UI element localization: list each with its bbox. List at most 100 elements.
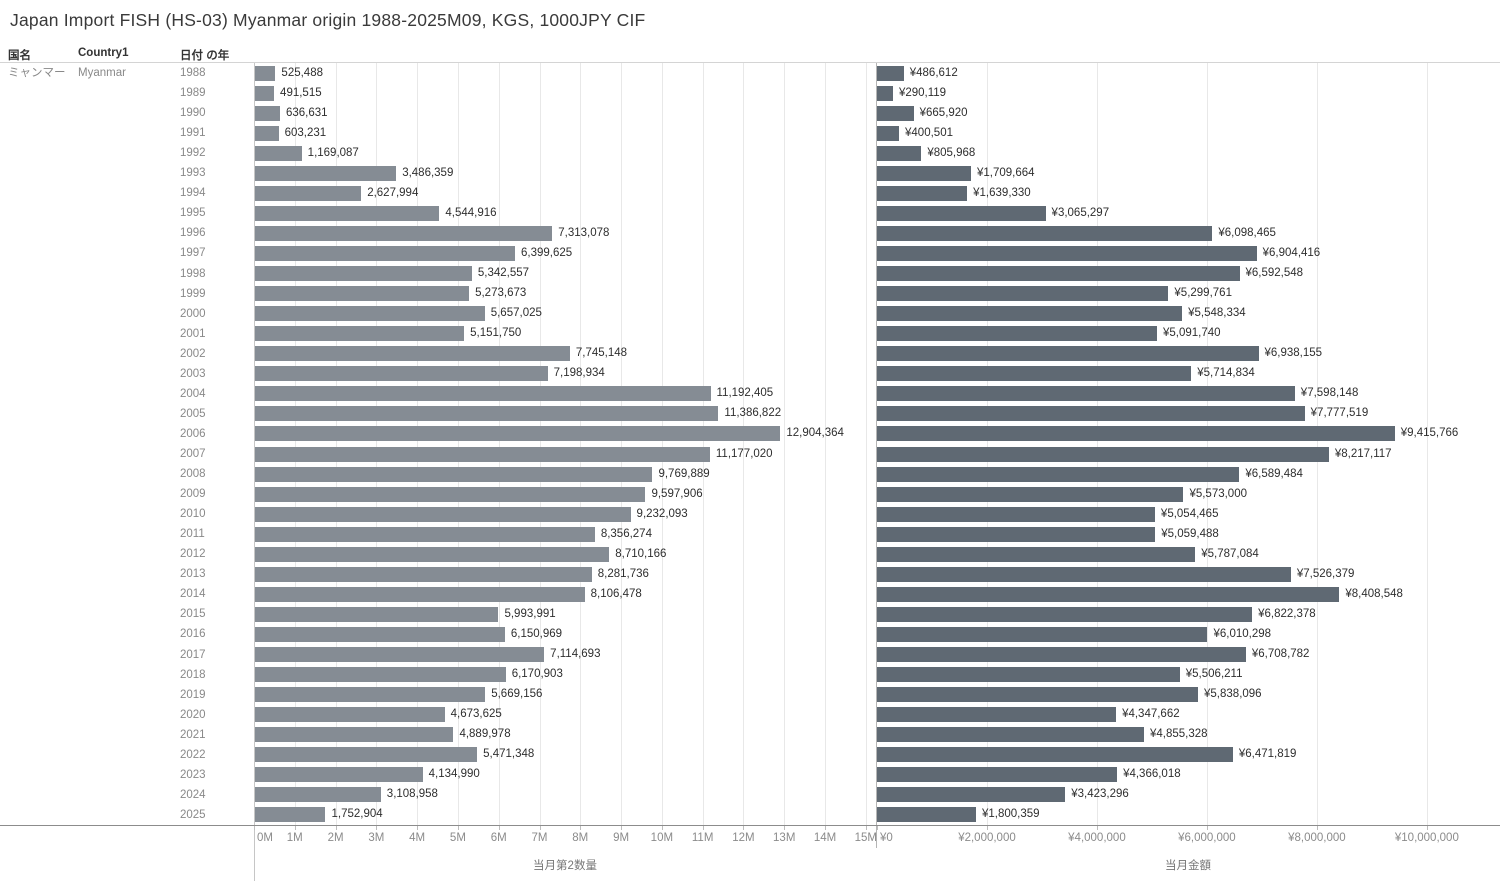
quantity-bar[interactable] — [254, 266, 472, 282]
amount-bar[interactable] — [877, 627, 1208, 642]
amount-bar[interactable] — [877, 667, 1180, 683]
amount-bar[interactable] — [877, 606, 1253, 622]
quantity-bar-value-label: 7,745,148 — [575, 347, 628, 360]
quantity-bar[interactable] — [254, 566, 592, 582]
amount-bar-value-label: ¥5,714,834 — [1197, 367, 1255, 380]
quantity-bar[interactable] — [254, 85, 275, 101]
amount-bar[interactable] — [877, 205, 1046, 221]
quantity-bar-value-label: 11,177,020 — [715, 447, 773, 460]
amount-bar[interactable] — [877, 225, 1213, 241]
amount-bar[interactable] — [877, 246, 1257, 261]
amount-bar[interactable] — [877, 346, 1259, 362]
axis-tick-label: 0M — [257, 832, 273, 844]
quantity-bar[interactable] — [254, 526, 595, 542]
amount-bar[interactable] — [877, 165, 971, 181]
quantity-bar[interactable] — [254, 586, 585, 602]
quantity-bar[interactable] — [254, 647, 545, 663]
amount-bar-value-label: ¥4,347,662 — [1122, 708, 1180, 721]
amount-bar[interactable] — [877, 807, 976, 823]
quantity-bar[interactable] — [254, 807, 326, 823]
amount-bar[interactable] — [877, 446, 1329, 462]
amount-bar[interactable] — [877, 566, 1291, 582]
amount-bar-value-label: ¥6,938,155 — [1264, 347, 1323, 360]
quantity-bar[interactable] — [254, 205, 440, 221]
amount-bar[interactable] — [877, 767, 1118, 783]
axis-tick — [702, 826, 704, 830]
amount-bar[interactable] — [877, 647, 1246, 663]
amount-bar[interactable] — [877, 526, 1156, 542]
amount-bar[interactable] — [877, 747, 1233, 763]
amount-bar[interactable] — [877, 386, 1295, 402]
quantity-bar[interactable] — [254, 306, 485, 322]
quantity-bar-value-label: 11,386,822 — [724, 407, 782, 420]
amount-bar[interactable] — [877, 727, 1144, 743]
quantity-bar[interactable] — [254, 145, 302, 161]
axis-tick — [539, 826, 541, 830]
axis-tick — [1426, 826, 1428, 830]
quantity-bar[interactable] — [254, 246, 516, 261]
quantity-bar-value-label: 3,108,958 — [386, 788, 438, 801]
quantity-bar[interactable] — [254, 687, 486, 703]
quantity-bar[interactable] — [254, 606, 499, 622]
amount-bar[interactable] — [877, 366, 1192, 382]
amount-bar[interactable] — [877, 306, 1183, 322]
quantity-bar[interactable] — [254, 506, 631, 522]
amount-bar[interactable] — [877, 145, 922, 161]
amount-bar[interactable] — [877, 85, 893, 101]
amount-bar[interactable] — [877, 286, 1169, 302]
quantity-bar[interactable] — [254, 627, 505, 642]
amount-bar[interactable] — [877, 787, 1066, 803]
amount-bar[interactable] — [877, 185, 968, 201]
quantity-bar[interactable] — [254, 486, 646, 502]
amount-bar[interactable] — [877, 707, 1117, 723]
amount-bar[interactable] — [877, 687, 1199, 703]
gridline — [825, 63, 827, 825]
amount-bar[interactable] — [877, 426, 1395, 442]
amount-bar[interactable] — [877, 466, 1240, 482]
quantity-bar[interactable] — [254, 426, 781, 442]
year-label: 1995 — [180, 207, 206, 220]
quantity-bar[interactable] — [254, 787, 381, 803]
quantity-bar[interactable] — [254, 65, 276, 81]
amount-bar[interactable] — [877, 506, 1155, 522]
axis-tick — [1096, 826, 1098, 830]
amount-bar[interactable] — [877, 105, 914, 121]
quantity-bar[interactable] — [254, 546, 610, 562]
quantity-bar[interactable] — [254, 125, 279, 141]
quantity-bar[interactable] — [254, 446, 710, 462]
amount-bar[interactable] — [877, 546, 1196, 562]
quantity-bar[interactable] — [254, 667, 506, 683]
quantity-bar[interactable] — [254, 225, 553, 241]
quantity-bar[interactable] — [254, 326, 465, 342]
quantity-bar[interactable] — [254, 707, 445, 723]
quantity-bar[interactable] — [254, 105, 280, 121]
axis-tick — [580, 826, 582, 830]
axis-tick — [825, 826, 827, 830]
amount-bar[interactable] — [877, 266, 1240, 282]
axis-tick-label: 7M — [531, 832, 548, 844]
quantity-bar[interactable] — [254, 366, 548, 382]
amount-bar[interactable] — [877, 486, 1184, 502]
amount-bar-value-label: ¥665,920 — [919, 106, 968, 119]
quantity-bar-value-label: 2,627,994 — [367, 186, 419, 199]
quantity-bar[interactable] — [254, 727, 454, 743]
quantity-bar-value-label: 11,192,405 — [716, 387, 774, 400]
amount-bar[interactable] — [877, 65, 904, 81]
quantity-bar[interactable] — [254, 406, 719, 422]
quantity-bar[interactable] — [254, 185, 362, 201]
amount-bar[interactable] — [877, 406, 1305, 422]
axis-tick-label: 6M — [490, 832, 507, 844]
year-label: 1999 — [180, 287, 206, 300]
quantity-bar[interactable] — [254, 165, 397, 181]
year-label: 1994 — [180, 187, 206, 200]
quantity-bar[interactable] — [254, 747, 478, 763]
quantity-bar[interactable] — [254, 386, 711, 402]
amount-bar[interactable] — [877, 326, 1157, 342]
quantity-bar[interactable] — [254, 286, 470, 302]
amount-bar[interactable] — [877, 125, 900, 141]
year-label: 2001 — [180, 327, 206, 340]
quantity-bar[interactable] — [254, 767, 423, 783]
quantity-bar[interactable] — [254, 466, 653, 482]
amount-bar[interactable] — [877, 586, 1340, 602]
quantity-bar[interactable] — [254, 346, 570, 362]
